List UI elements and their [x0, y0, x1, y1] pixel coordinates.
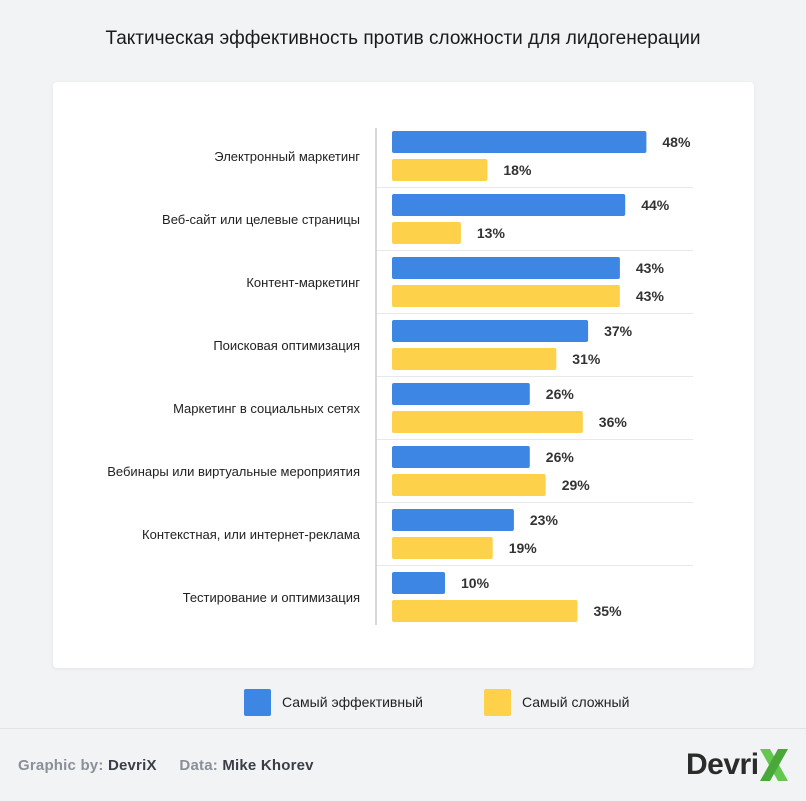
data-source-value: Mike Khorev — [222, 757, 314, 774]
legend-label-effective: Самый эффективный — [282, 694, 423, 710]
bar-effective — [392, 446, 530, 468]
bar-difficult — [392, 600, 578, 622]
bar-effective — [392, 257, 620, 279]
devrix-logo: Devri — [686, 743, 791, 787]
category-label: Контекстная, или интернет-реклама — [142, 527, 361, 542]
bar-effective — [392, 320, 589, 342]
category-label: Вебинары или виртуальные мероприятия — [107, 464, 360, 479]
graphic-by-value: DevriX — [107, 757, 157, 774]
bar-difficult — [392, 474, 546, 496]
data-label-effective: 37% — [604, 323, 633, 339]
data-label-difficult: 43% — [636, 288, 665, 304]
category-label: Электронный маркетинг — [214, 149, 360, 164]
data-label-effective: 26% — [546, 386, 575, 402]
chart-title: Тактическая эффективность против сложнос… — [105, 28, 701, 49]
chart-card: Электронный маркетинг 48% 18% Веб-сайт или … — [53, 82, 754, 668]
logo-text: Devri — [686, 748, 759, 781]
bar-effective — [392, 572, 445, 594]
data-label: Data: — [179, 757, 218, 774]
data-label-difficult: 36% — [599, 414, 628, 430]
category-label: Поисковая оптимизация — [213, 338, 360, 353]
logo-x-icon — [759, 749, 788, 781]
bar-effective — [392, 194, 626, 216]
legend-label-difficult: Самый сложный — [522, 694, 630, 710]
bar-difficult — [392, 348, 557, 370]
bar-chart: Электронный маркетинг 48% 18% Веб-сайт или … — [107, 128, 693, 625]
bar-effective — [392, 509, 514, 531]
bar-difficult — [392, 285, 620, 307]
legend-swatch-effective — [244, 688, 271, 716]
bar-effective — [392, 383, 530, 405]
legend: Самый эффективный Самый сложный — [0, 688, 806, 716]
legend-item-difficult: Самый сложный — [484, 688, 629, 716]
footer: Graphic by: DevriX Data: Mike Khorev Dev… — [0, 728, 806, 801]
data-label-effective: 10% — [461, 575, 490, 591]
bar-difficult — [392, 411, 583, 433]
bar-difficult — [392, 159, 488, 181]
bar-difficult — [392, 222, 461, 244]
category-label: Веб-сайт или целевые страницы — [162, 212, 360, 227]
category-label: Тестирование и оптимизация — [183, 590, 360, 605]
data-label-difficult: 31% — [572, 351, 601, 367]
data-label-effective: 43% — [636, 260, 665, 276]
data-label-effective: 26% — [546, 449, 575, 465]
data-label-effective: 48% — [662, 134, 691, 150]
data-label-difficult: 13% — [477, 225, 506, 241]
category-label: Маркетинг в социальных сетях — [173, 401, 360, 416]
graphic-by-label: Graphic by: — [18, 757, 104, 774]
legend-swatch-difficult — [484, 688, 511, 716]
data-label-effective: 23% — [530, 512, 559, 528]
data-label-difficult: 19% — [509, 540, 538, 556]
data-label-difficult: 29% — [562, 477, 591, 493]
credits: Graphic by: DevriX Data: Mike Khorev — [18, 757, 314, 774]
data-label-difficult: 18% — [503, 162, 532, 178]
legend-item-effective: Самый эффективный — [244, 688, 423, 716]
category-label: Контент-маркетинг — [246, 275, 360, 290]
data-label-difficult: 35% — [594, 603, 623, 619]
bar-difficult — [392, 537, 493, 559]
data-label-effective: 44% — [641, 197, 670, 213]
bar-effective — [392, 131, 647, 153]
